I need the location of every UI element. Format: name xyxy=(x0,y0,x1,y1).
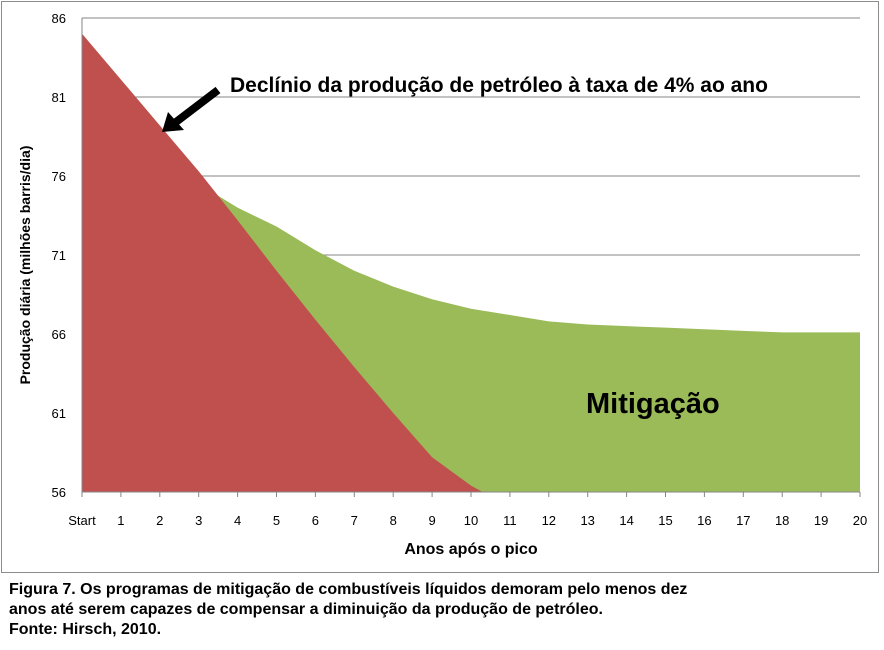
x-tick-label-14: 14 xyxy=(619,513,633,528)
x-tick-label-12: 12 xyxy=(542,513,556,528)
x-tick-label-8: 8 xyxy=(390,513,397,528)
x-tick-label-19: 19 xyxy=(814,513,828,528)
x-tick-label-3: 3 xyxy=(195,513,202,528)
x-tick-label-0: Start xyxy=(68,513,96,528)
x-tick-label-6: 6 xyxy=(312,513,319,528)
y-axis-title: Produção diária (milhões barris/dia) xyxy=(17,146,33,385)
x-tick-label-4: 4 xyxy=(234,513,241,528)
x-tick-label-13: 13 xyxy=(580,513,594,528)
x-tick-label-15: 15 xyxy=(658,513,672,528)
caption-line-3: Fonte: Hirsch, 2010. xyxy=(9,621,162,638)
decline-area xyxy=(82,33,860,493)
y-tick-label-2: 76 xyxy=(52,169,66,184)
figure-caption: Figura 7. Os programas de mitigação de c… xyxy=(9,580,879,640)
y-tick-label-1: 81 xyxy=(52,90,66,105)
x-tick-label-1: 1 xyxy=(117,513,124,528)
arrow-icon xyxy=(162,86,221,132)
x-tick-label-16: 16 xyxy=(697,513,711,528)
y-tick-label-3: 71 xyxy=(52,248,66,263)
x-tick-label-18: 18 xyxy=(775,513,789,528)
caption-line-1: Figura 7. Os programas de mitigação de c… xyxy=(9,581,688,598)
y-tick-label-0: 86 xyxy=(52,11,66,26)
x-tick-label-17: 17 xyxy=(736,513,750,528)
x-tick-label-10: 10 xyxy=(464,513,478,528)
x-tick-label-2: 2 xyxy=(156,513,163,528)
chart-frame: 86 81 76 71 66 61 56 Start 1 2 3 4 5 6 7 8 9 10 11 12 13 14 1… xyxy=(1,1,879,573)
caption-line-2: anos até serem capazes de compensar a di… xyxy=(9,601,603,618)
mitigation-label: Mitigação xyxy=(586,388,720,420)
y-tick-label-5: 61 xyxy=(52,406,66,421)
x-tick-label-5: 5 xyxy=(273,513,280,528)
x-axis-title: Anos após o pico xyxy=(404,541,538,558)
y-tick-label-4: 66 xyxy=(52,327,66,342)
x-tick-label-20: 20 xyxy=(853,513,867,528)
y-tick-label-6: 56 xyxy=(52,485,66,500)
x-tick-label-7: 7 xyxy=(351,513,358,528)
x-tick-label-9: 9 xyxy=(428,513,435,528)
x-tick-label-11: 11 xyxy=(503,513,517,528)
decline-annotation: Declínio da produção de petróleo à taxa … xyxy=(230,74,768,97)
